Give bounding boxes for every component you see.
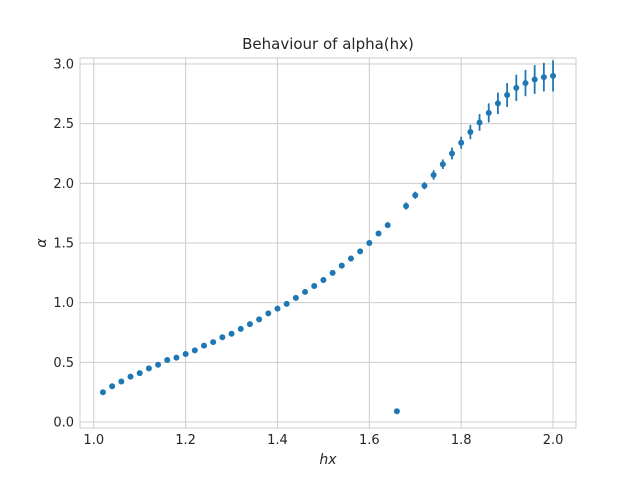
data-point	[155, 361, 162, 368]
data-point	[347, 255, 354, 262]
y-tick-label: 3.0	[53, 57, 74, 72]
y-tick-label: 2.0	[53, 177, 74, 192]
y-tick-label: 2.5	[53, 117, 74, 132]
plot-frame	[79, 57, 577, 429]
x-tick-label: 1.2	[175, 433, 196, 448]
data-point	[109, 383, 116, 390]
data-point	[265, 310, 272, 317]
chart-title: Behaviour of alpha(hx)	[242, 35, 414, 53]
data-point	[99, 389, 106, 396]
x-tick-label: 1.6	[359, 433, 380, 448]
data-point	[201, 342, 207, 349]
data-point	[522, 80, 529, 87]
x-tick-label: 1.0	[83, 433, 104, 448]
data-point	[191, 347, 198, 354]
data-point	[467, 129, 474, 135]
y-tick-label: 1.5	[53, 237, 74, 252]
data-point	[127, 373, 134, 380]
data-point	[283, 300, 290, 307]
data-point	[439, 161, 446, 168]
data-point	[504, 92, 511, 98]
data-point	[136, 370, 143, 377]
x-tick-label: 1.8	[451, 433, 472, 448]
data-point	[550, 72, 557, 79]
x-axis-ticks: 1.0 1.2 1.4 1.6 1.8 2.0	[83, 433, 563, 448]
data-point	[357, 248, 364, 255]
y-axis-ticks: 0.0 0.5 1.0 1.5 2.0 2.5 3.0	[53, 57, 74, 430]
y-axis-label: α	[34, 238, 50, 248]
data-point	[302, 288, 309, 295]
data-point	[118, 378, 125, 385]
data-point	[540, 74, 547, 81]
data-point	[338, 262, 345, 269]
data-point	[375, 230, 382, 237]
data-point	[256, 316, 263, 323]
data-point	[219, 334, 226, 341]
data-point	[173, 354, 180, 361]
x-tick-label: 2.0	[543, 433, 564, 448]
data-point	[403, 203, 410, 209]
data-point	[329, 269, 336, 276]
data-point	[485, 109, 492, 116]
data-points	[99, 72, 557, 415]
data-point	[531, 76, 538, 83]
data-point	[274, 305, 281, 312]
data-point	[164, 356, 171, 363]
data-point	[311, 282, 318, 289]
data-point	[458, 139, 465, 146]
y-tick-label: 1.0	[53, 296, 74, 311]
data-point	[246, 321, 253, 328]
data-point	[412, 192, 419, 199]
data-point	[182, 351, 189, 357]
data-point	[421, 182, 428, 189]
grid	[80, 58, 576, 428]
data-point	[228, 330, 235, 337]
data-point	[366, 240, 373, 246]
data-point	[393, 408, 400, 415]
y-tick-label: 0.5	[53, 356, 74, 371]
x-tick-label: 1.4	[267, 433, 288, 448]
data-point	[476, 119, 483, 126]
data-point	[145, 365, 152, 372]
data-point	[237, 325, 244, 332]
data-point	[494, 100, 501, 107]
data-point	[384, 222, 391, 229]
y-tick-label: 0.0	[53, 416, 74, 431]
x-axis-label: hx	[319, 452, 337, 468]
data-point	[292, 294, 299, 301]
data-point	[320, 277, 327, 283]
data-point	[513, 84, 520, 91]
data-point	[210, 339, 217, 346]
data-point	[430, 171, 437, 178]
data-point	[449, 150, 455, 157]
